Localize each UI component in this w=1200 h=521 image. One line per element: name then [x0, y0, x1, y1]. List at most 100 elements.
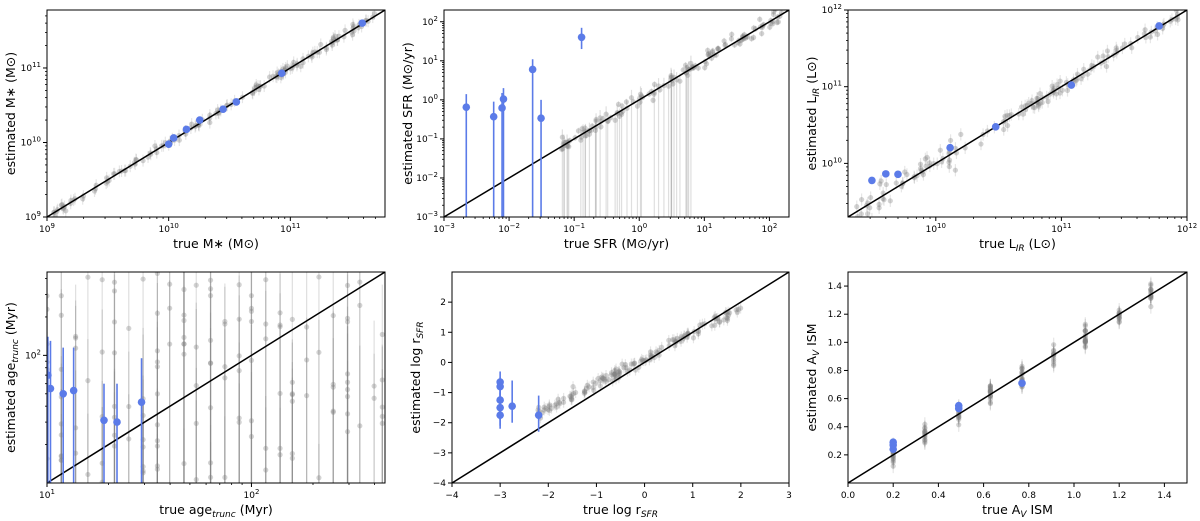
background-point [590, 379, 596, 385]
background-point [277, 310, 283, 316]
one-to-one-line [452, 272, 789, 483]
background-point [647, 349, 654, 355]
x-tick-label: 1011 [1051, 222, 1071, 235]
background-point [263, 321, 269, 327]
background-point [111, 319, 118, 325]
x-tick-label: −3 [494, 491, 507, 501]
background-point [330, 35, 336, 41]
background-point [867, 205, 873, 211]
background-point [987, 388, 993, 394]
background-point [1082, 339, 1088, 345]
background-point [639, 356, 645, 362]
background-point [724, 315, 731, 322]
background-point [248, 305, 255, 311]
background-point [1035, 101, 1041, 107]
background-point [1004, 112, 1010, 119]
background-point [1054, 81, 1060, 88]
background-point [630, 361, 636, 367]
background-point [85, 471, 91, 478]
background-point [1154, 31, 1161, 37]
background-point [1082, 338, 1088, 345]
background-point [207, 474, 214, 480]
background-point [330, 312, 336, 319]
background-point [357, 302, 363, 308]
background-point [581, 388, 588, 394]
background-point [85, 378, 91, 384]
plot-area [848, 272, 1187, 483]
background-point [987, 388, 993, 394]
highlight-point [894, 170, 902, 179]
background-point [1051, 348, 1057, 354]
background-point [1051, 363, 1057, 369]
background-point [193, 382, 199, 389]
background-point [767, 24, 773, 30]
background-point [868, 194, 874, 201]
background-point [1148, 287, 1154, 293]
background-point [632, 360, 638, 366]
background-point [615, 101, 622, 107]
y-axis-label: estimated log rSFR [408, 321, 426, 433]
background-point [987, 383, 993, 389]
background-point [770, 21, 776, 27]
background-point [1104, 48, 1111, 54]
background-point [1059, 87, 1066, 93]
background-point [318, 41, 324, 48]
highlight-point [100, 416, 108, 425]
background-point [721, 317, 727, 323]
background-point [922, 428, 928, 434]
background-point [608, 372, 615, 378]
background-point [854, 204, 860, 210]
background-point [622, 361, 629, 368]
background-point [599, 375, 606, 381]
background-point [379, 413, 385, 420]
background-point [291, 59, 297, 65]
background-point [638, 358, 644, 364]
background-point [207, 460, 214, 466]
background-point [669, 337, 676, 343]
background-point [634, 103, 641, 109]
y-tick-label: 100 [422, 93, 438, 106]
background-point [703, 61, 710, 67]
y-tick-label: 10−3 [416, 210, 438, 223]
background-point [207, 293, 214, 299]
background-point [722, 42, 728, 48]
background-point [729, 31, 735, 38]
y-tick-label: 1010 [21, 135, 41, 148]
background-point [111, 432, 118, 438]
background-point [987, 386, 993, 392]
background-point [733, 307, 739, 313]
background-point [207, 286, 214, 292]
background-point [606, 376, 612, 383]
background-point [952, 145, 959, 151]
background-point [248, 357, 255, 363]
x-axis-label: true log rSFR [583, 502, 658, 520]
background-point [193, 344, 199, 350]
x-tick-label: 100 [631, 222, 647, 235]
background-point [207, 360, 214, 366]
background-point [877, 181, 883, 187]
background-point [546, 403, 552, 409]
background-point [546, 407, 552, 414]
background-point [987, 396, 993, 402]
background-point [922, 439, 928, 445]
highlight-point [358, 19, 367, 27]
background-point [1082, 343, 1088, 349]
background-point [552, 402, 558, 408]
background-point [330, 381, 336, 387]
highlight-point [528, 65, 537, 74]
background-point [248, 318, 255, 325]
background-point [1148, 288, 1154, 294]
background-point [937, 147, 943, 153]
background-point [189, 121, 195, 127]
background-point [922, 425, 928, 432]
background-point [715, 46, 721, 52]
background-point [859, 196, 865, 203]
background-point [890, 458, 896, 464]
background-point [946, 164, 952, 170]
plot-area [47, 10, 385, 217]
background-point [734, 309, 740, 315]
background-point [876, 201, 882, 207]
background-point [176, 137, 182, 143]
background-point [878, 178, 884, 184]
y-tick-label: 1.2 [828, 310, 842, 320]
